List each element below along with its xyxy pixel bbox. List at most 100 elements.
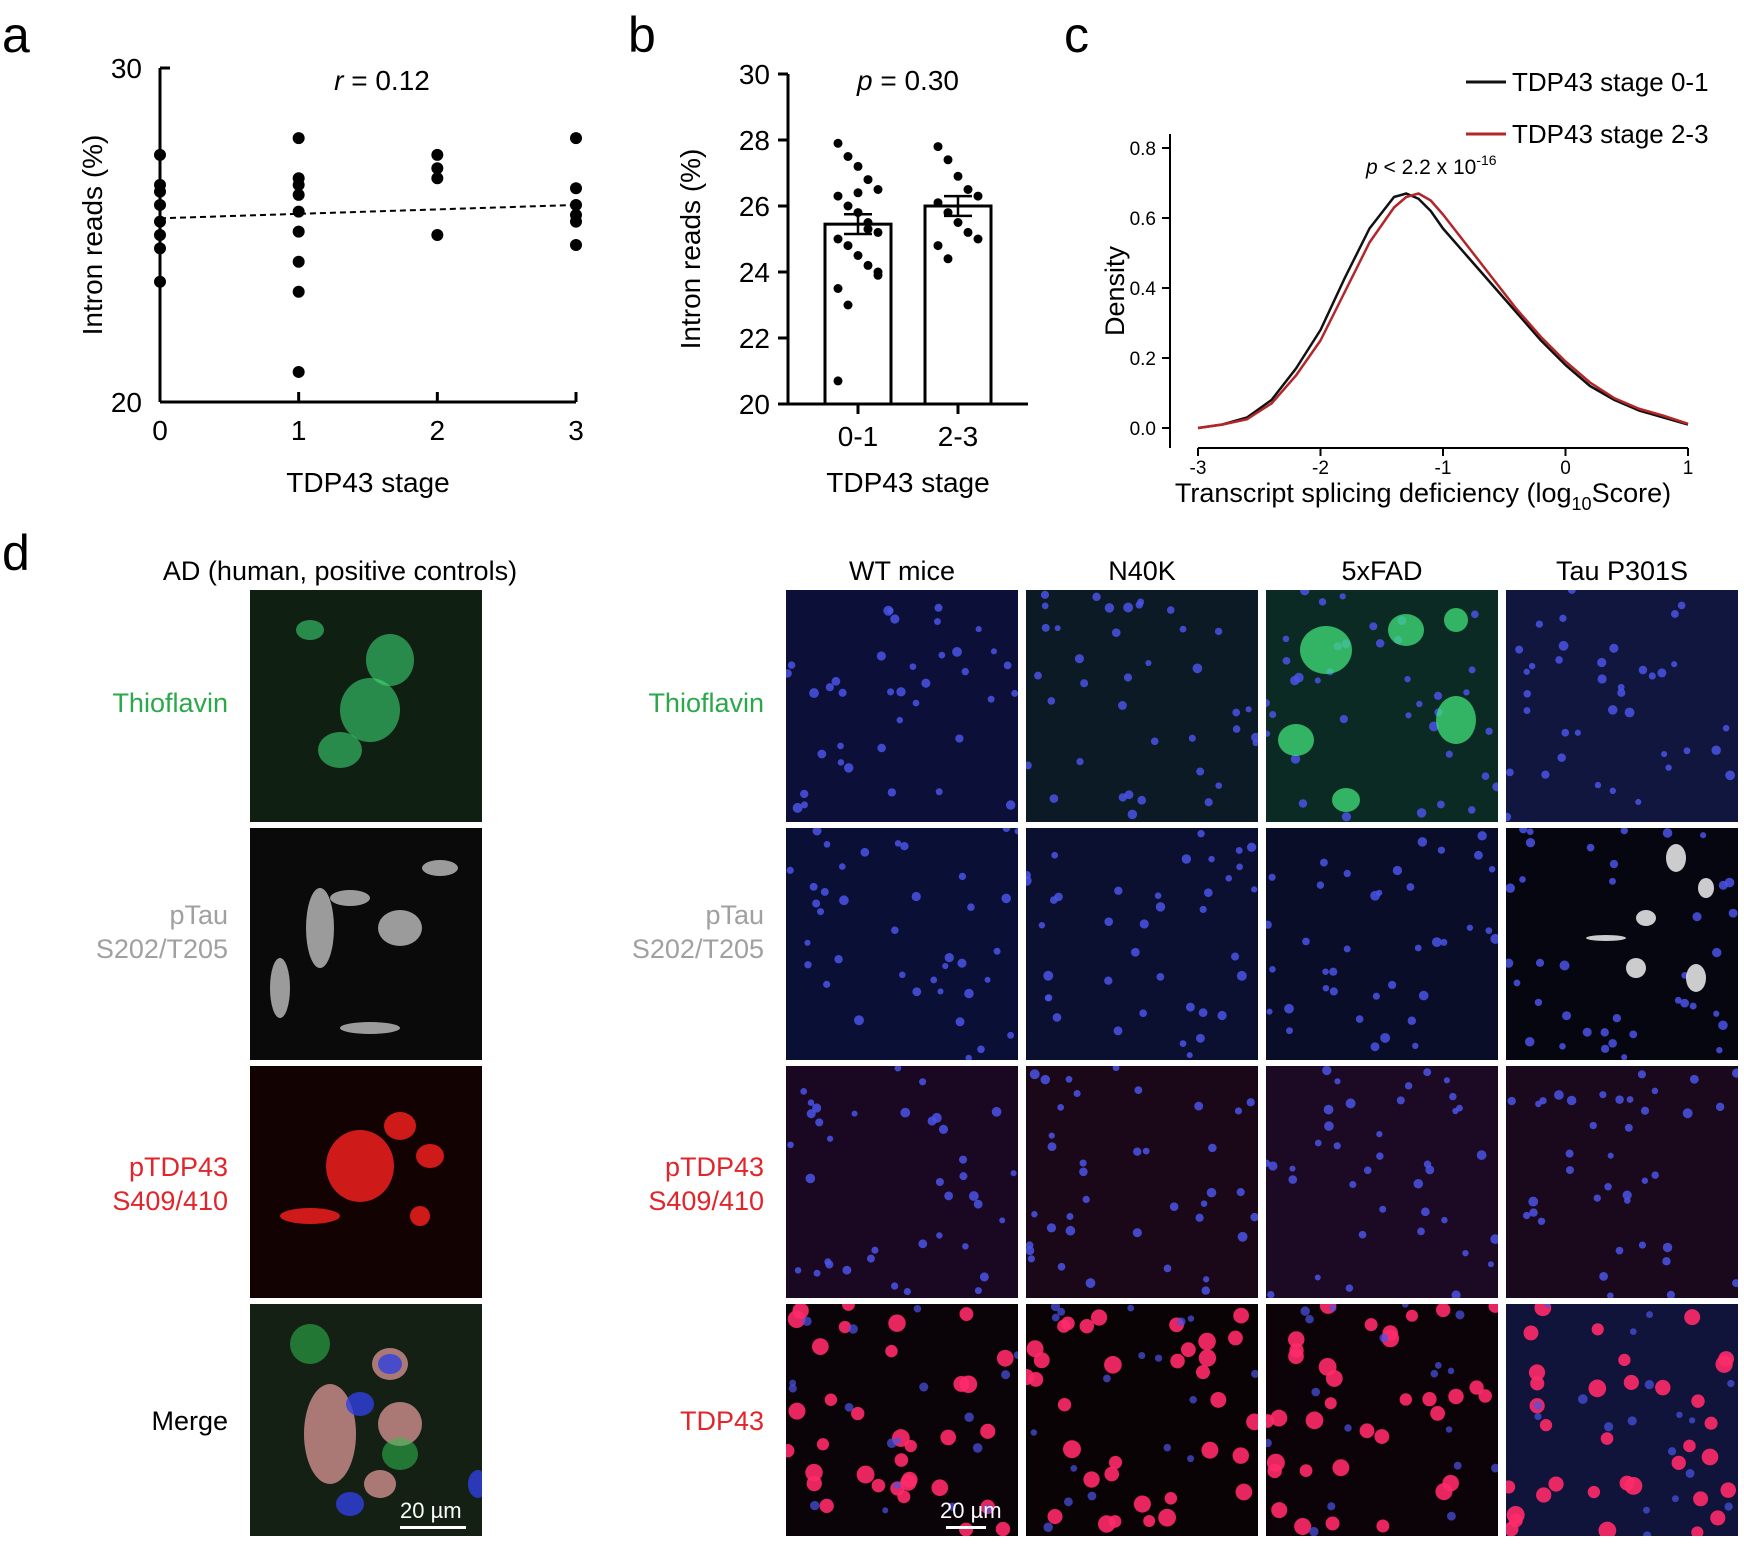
nucleus-dot <box>1066 1212 1074 1221</box>
nucleus-dot <box>1319 858 1328 867</box>
y-tick-label-b: 28 <box>739 125 770 156</box>
y-tick-label-c: 0.6 <box>1130 209 1156 230</box>
nucleus-dot <box>1049 794 1059 803</box>
nucleus-dot <box>1104 1466 1120 1482</box>
legend-label-c: TDP43 stage 2-3 <box>1512 119 1709 149</box>
nucleus-dot <box>1163 1443 1172 1452</box>
nucleus-dot <box>1179 1040 1187 1047</box>
nucleus-dot <box>1490 1234 1498 1244</box>
nucleus-dot <box>1232 708 1241 717</box>
nucleus-dot <box>1666 1290 1675 1298</box>
nucleus-dot <box>1523 668 1530 675</box>
nucleus-dot <box>1339 593 1346 600</box>
tile-n40k-ptdp43-canvas <box>1026 1066 1258 1295</box>
nucleus-dot <box>1005 800 1016 810</box>
data-point-a <box>292 255 305 268</box>
nucleus-dot <box>1282 635 1290 643</box>
nucleus-dot <box>1485 927 1493 934</box>
nucleus-dot <box>1404 1082 1413 1090</box>
nucleus-dot <box>1535 958 1545 967</box>
nucleus-dot <box>1725 770 1735 781</box>
nucleus-dot <box>1269 966 1276 973</box>
nucleus-dot <box>1626 1096 1634 1103</box>
nucleus-dot <box>1070 1464 1078 1472</box>
nucleus-dot <box>1718 880 1728 890</box>
nucleus-dot <box>1615 1246 1624 1255</box>
nucleus-dot <box>938 651 946 659</box>
x-axis-label-a: TDP43 stage <box>286 467 449 498</box>
nucleus-dot <box>1600 1028 1609 1037</box>
data-point-b <box>843 300 853 310</box>
x-tick-label-c: -3 <box>1190 458 1207 479</box>
col-head-wt: WT mice <box>849 556 955 586</box>
nucleus-dot <box>995 1521 1011 1536</box>
signal-blob <box>1586 935 1626 941</box>
nucleus-dot <box>1536 1487 1552 1503</box>
nucleus-dot <box>900 1107 911 1118</box>
nucleus-dot <box>1506 768 1514 777</box>
nucleus-dot <box>1225 874 1233 882</box>
nucleus-dot <box>1676 1411 1683 1419</box>
nucleus-dot <box>1196 767 1205 776</box>
nucleus-dot <box>809 688 819 698</box>
data-point-a <box>154 215 166 228</box>
nucleus-dot <box>1453 1461 1462 1470</box>
y-axis-label-c: Density <box>1100 245 1130 336</box>
nucleus-dot <box>805 1173 816 1184</box>
tile-taup301s-ptau-canvas <box>1506 828 1738 1060</box>
nucleus-dot <box>1680 998 1690 1008</box>
nucleus-dot <box>1559 960 1570 971</box>
nucleus-dot <box>804 961 812 969</box>
nucleus-dot <box>1345 1284 1354 1292</box>
nucleus-dot <box>1492 782 1498 792</box>
nucleus-dot <box>1203 888 1213 898</box>
nucleus-dot <box>1693 1491 1709 1507</box>
signal-blob <box>304 1384 356 1484</box>
data-point-b <box>833 191 843 201</box>
nucleus-dot <box>1197 830 1205 838</box>
nucleus-dot <box>987 695 995 703</box>
nucleus-dot <box>887 688 895 696</box>
nucleus-dot <box>1199 905 1207 914</box>
nucleus-dot <box>938 1124 949 1134</box>
nucleus-dot <box>1252 739 1258 747</box>
data-point-b <box>843 201 853 211</box>
nucleus-dot <box>1609 787 1617 795</box>
nucleus-dot <box>1198 1008 1208 1018</box>
nucleus-dot <box>911 891 921 902</box>
nucleus-dot <box>1236 970 1247 981</box>
nucleus-dot <box>824 1393 838 1406</box>
nucleus-dot <box>1662 1242 1673 1253</box>
nucleus-dot <box>806 1475 822 1492</box>
nucleus-dot <box>1597 657 1607 668</box>
data-point-b <box>943 155 953 165</box>
nucleus-dot <box>1635 798 1642 806</box>
tile-n40k-tdp43-canvas <box>1026 1304 1258 1533</box>
nucleus-dot <box>1412 1042 1419 1050</box>
data-point-b <box>873 227 883 237</box>
nucleus-dot <box>1011 689 1018 697</box>
nucleus-dot <box>1076 758 1084 766</box>
nucleus-dot <box>1478 1389 1492 1403</box>
nucleus-dot <box>1028 1372 1044 1387</box>
nucleus-dot <box>1043 970 1054 981</box>
nucleus-dot <box>1643 1506 1650 1514</box>
signal-blob <box>326 1130 394 1202</box>
nucleus-dot <box>1414 944 1422 952</box>
nucleus-dot <box>1325 1516 1340 1531</box>
nucleus-dot <box>921 678 931 688</box>
nucleus-dot <box>1662 828 1673 838</box>
nucleus-dot <box>1689 1417 1696 1424</box>
nucleus-dot <box>1041 623 1050 632</box>
data-point-a <box>154 148 166 161</box>
nucleus-dot <box>1677 601 1686 610</box>
signal-blob <box>410 1206 430 1226</box>
nucleus-dot <box>1700 832 1707 839</box>
nucleus-dot <box>1620 828 1628 835</box>
nucleus-dot <box>809 882 818 891</box>
nucleus-dot <box>1522 1211 1531 1220</box>
data-point-b <box>863 218 873 227</box>
row-label-ptau: pTau S202/T205 <box>95 900 228 964</box>
data-point-b <box>843 152 853 161</box>
nucleus-dot <box>1506 883 1515 893</box>
